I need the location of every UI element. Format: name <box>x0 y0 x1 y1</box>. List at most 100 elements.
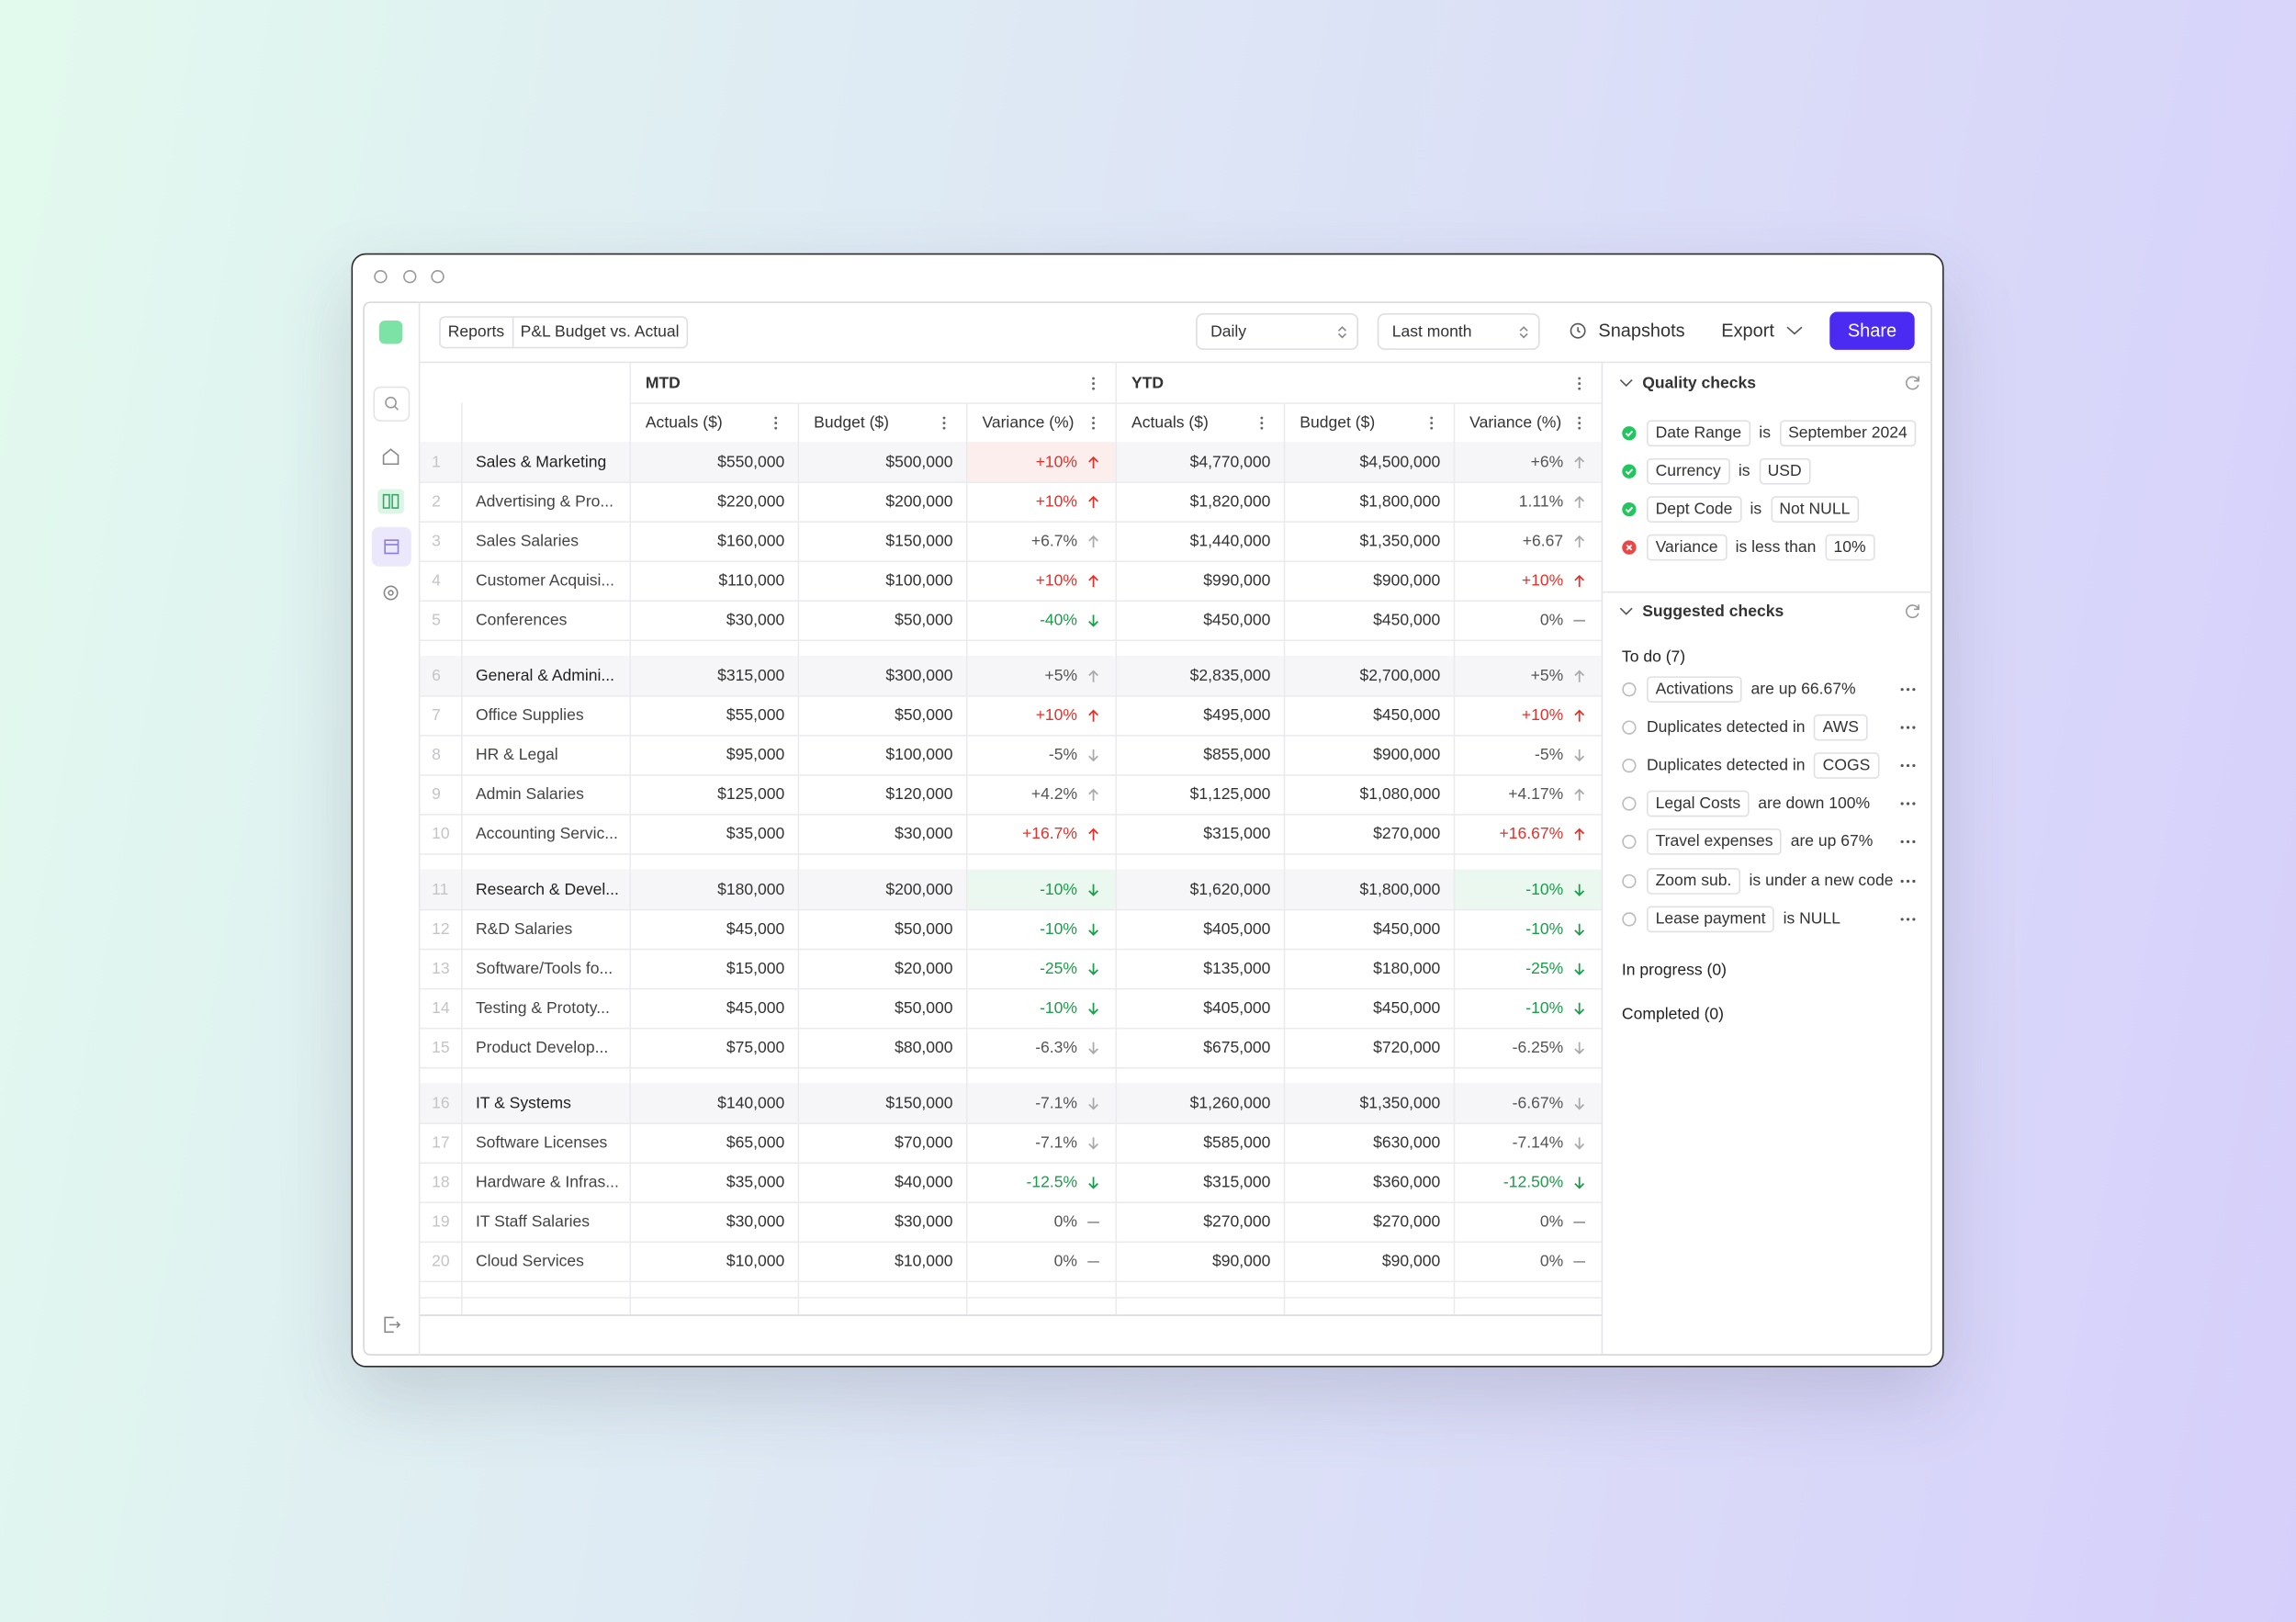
variance-value: 0% <box>1539 1213 1564 1232</box>
trend-arrow <box>1574 709 1585 722</box>
check-checkbox[interactable] <box>1622 796 1637 812</box>
check-text: Duplicates detected in <box>1647 757 1806 775</box>
column-menu[interactable] <box>1577 377 1582 391</box>
nav-logout[interactable] <box>380 1314 401 1335</box>
check-checkbox[interactable] <box>1622 873 1637 888</box>
row-index: 18 <box>432 1174 450 1192</box>
nav-book[interactable] <box>377 489 404 514</box>
item-menu[interactable] <box>1900 839 1917 845</box>
trend-arrow <box>1088 574 1098 588</box>
refresh-icon[interactable] <box>1905 375 1921 391</box>
button-label: Export <box>1721 321 1774 342</box>
cell-value: $40,000 <box>895 1174 953 1192</box>
breadcrumb-item[interactable]: P&L Budget vs. Actual <box>520 323 680 342</box>
row-name: Cloud Services <box>475 1253 584 1271</box>
variance-value: +5% <box>1044 667 1078 685</box>
row-index: 1 <box>432 454 441 472</box>
select-value: Daily <box>1210 323 1247 342</box>
column-menu[interactable] <box>1259 416 1265 431</box>
nav-settings[interactable] <box>380 582 400 603</box>
row-index: 8 <box>432 746 441 764</box>
traffic-lights <box>374 270 445 284</box>
check-checkbox[interactable] <box>1622 911 1637 926</box>
trend-arrow <box>1088 963 1098 975</box>
search-button[interactable] <box>373 386 411 422</box>
check-status <box>1622 464 1637 479</box>
cell-value: $1,800,000 <box>1359 881 1441 899</box>
item-menu[interactable] <box>1900 686 1917 692</box>
item-menu[interactable] <box>1900 801 1917 806</box>
trend-arrow <box>1088 1002 1098 1015</box>
cell-value: $1,125,000 <box>1189 785 1271 804</box>
cell-value: $30,000 <box>726 1213 785 1232</box>
cell-value: $450,000 <box>1373 612 1441 630</box>
column-menu[interactable] <box>1090 377 1096 391</box>
row-index: 15 <box>432 1039 450 1057</box>
trend-arrow <box>1574 963 1585 975</box>
check-chip: Zoom sub. <box>1647 867 1740 895</box>
row-name: HR & Legal <box>475 746 558 764</box>
share-button[interactable]: Share <box>1829 311 1915 350</box>
row-line <box>420 774 1602 776</box>
snapshots-button[interactable]: Snapshots <box>1570 321 1685 341</box>
column-menu[interactable] <box>1577 416 1582 431</box>
column-menu[interactable] <box>1090 416 1096 431</box>
column-menu[interactable] <box>941 416 947 431</box>
item-menu[interactable] <box>1900 725 1917 730</box>
cell-value: $35,000 <box>726 1174 785 1192</box>
range-select[interactable]: Last month <box>1377 313 1540 350</box>
item-menu[interactable] <box>1900 877 1917 883</box>
column-menu[interactable] <box>773 416 779 431</box>
item-menu[interactable] <box>1900 763 1917 769</box>
breadcrumb-item[interactable]: Reports <box>441 317 513 347</box>
cell-value: $2,835,000 <box>1189 667 1271 685</box>
check-checkbox[interactable] <box>1622 720 1637 735</box>
nav-reports[interactable] <box>371 526 411 567</box>
cell-value: $80,000 <box>895 1039 953 1057</box>
select-value: Last month <box>1391 323 1472 342</box>
row-name: Accounting Servic... <box>475 825 618 844</box>
trend-arrow <box>1088 1177 1098 1189</box>
variance-value: +4.17% <box>1508 785 1564 804</box>
export-button[interactable]: Export <box>1721 321 1803 341</box>
cell-value: $30,000 <box>895 1213 953 1232</box>
refresh-icon[interactable] <box>1905 603 1921 620</box>
trend-arrow <box>1088 884 1098 896</box>
trend-arrow <box>1088 709 1098 722</box>
collapse-chevron[interactable] <box>1619 377 1634 389</box>
cell-value: $4,770,000 <box>1189 454 1271 472</box>
cell-value: $10,000 <box>895 1253 953 1271</box>
cell-value: $405,000 <box>1203 999 1271 1018</box>
trend-arrow <box>1574 884 1585 896</box>
cell-value: $450,000 <box>1373 920 1441 939</box>
row-line <box>420 1066 1602 1069</box>
cell-value: $675,000 <box>1203 1039 1271 1057</box>
check-chip: Date Range <box>1647 420 1750 447</box>
cell-value: $15,000 <box>726 960 785 978</box>
granularity-select[interactable]: Daily <box>1196 313 1359 350</box>
check-chip: Not NULL <box>1770 496 1859 523</box>
row-line <box>420 735 1602 737</box>
row-name: Conferences <box>475 612 568 630</box>
check-text: is NULL <box>1783 909 1840 928</box>
trend-arrow <box>1574 1177 1585 1189</box>
item-menu[interactable] <box>1900 916 1917 921</box>
row-line <box>420 1162 1602 1165</box>
check-chip: Activations <box>1647 676 1742 704</box>
nav-home[interactable] <box>380 446 400 467</box>
group-row-bg <box>420 1083 1602 1123</box>
trend-arrow <box>1088 1137 1098 1150</box>
row-line <box>420 560 1602 563</box>
column-header: Variance (%) <box>1469 414 1562 433</box>
check-checkbox[interactable] <box>1622 835 1637 850</box>
cell-value: $450,000 <box>1203 612 1271 630</box>
check-checkbox[interactable] <box>1622 682 1637 697</box>
column-menu[interactable] <box>1429 416 1435 431</box>
trend-arrow <box>1574 1042 1585 1054</box>
row-line <box>420 908 1602 911</box>
trend-arrow <box>1574 1002 1585 1015</box>
cell-value: $10,000 <box>726 1253 785 1271</box>
check-checkbox[interactable] <box>1622 759 1637 773</box>
collapse-chevron[interactable] <box>1619 606 1634 618</box>
window <box>351 253 1944 1368</box>
